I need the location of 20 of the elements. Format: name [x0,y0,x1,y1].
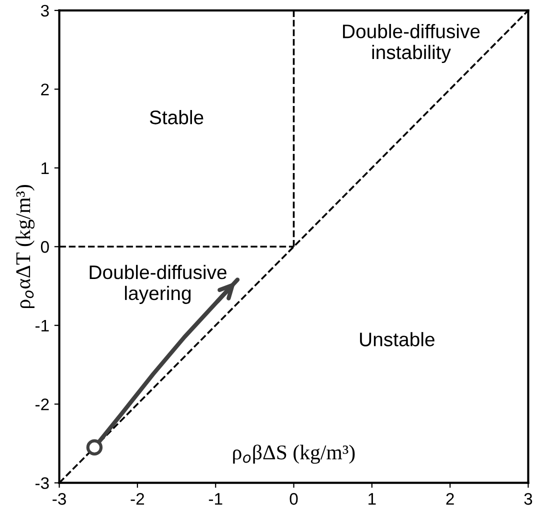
y-tick-label: 2 [41,84,49,96]
annotation: Stable [150,110,204,124]
x-tick-label: 0 [290,493,298,505]
y-tick-label: 1 [42,162,49,174]
y-tick-label: -3 [35,477,49,490]
x-tick-label: 3 [524,493,532,505]
x-tick-label: -2 [130,493,144,505]
annotation: Unstable [360,332,434,346]
y-tick-label: 3 [40,4,49,17]
x-axis-title: ρ$_{o}$βΔS (kg/m³) [233,444,355,464]
y-tick-label: 0 [40,241,49,253]
annotation: Double-diffusive layering [90,264,226,304]
x-tick-label: -3 [52,493,66,505]
x-tick-label: 2 [446,493,454,505]
x-tick-label: -1 [208,493,222,505]
annotation: Double-diffusive instability [343,24,480,64]
y-axis-title: ρ$_{o}$αΔT (kg/m³) [16,184,35,308]
y-tick-label: -2 [35,398,49,410]
y-tick-label: -1 [35,320,49,332]
x-tick-label: 1 [368,493,376,505]
